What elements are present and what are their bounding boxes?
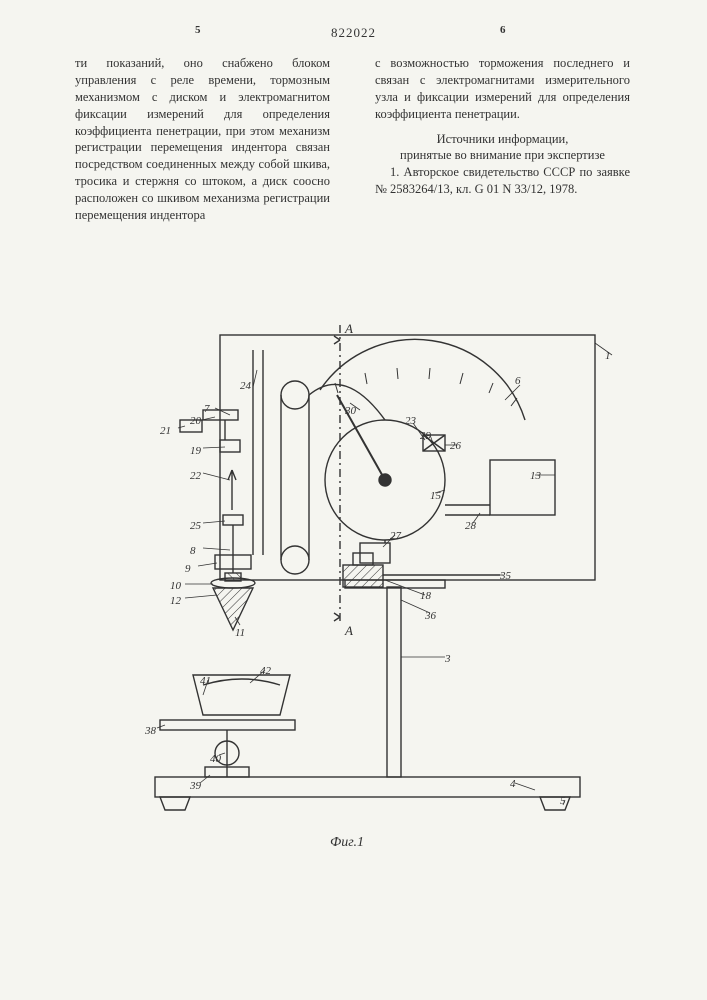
callout-9: 9 bbox=[185, 563, 191, 575]
callout-40: 40 bbox=[210, 753, 221, 765]
callout-10: 10 bbox=[170, 580, 181, 592]
figure-svg: А А bbox=[85, 295, 630, 905]
callout-4: 4 bbox=[510, 778, 516, 790]
callout-12: 12 bbox=[170, 595, 181, 607]
right-column: с возможностью торможения последнего и с… bbox=[375, 55, 630, 198]
callout-25: 25 bbox=[190, 520, 201, 532]
patent-page: 5 822022 6 ти показаний, оно снабжено бл… bbox=[0, 0, 707, 1000]
callout-20: 20 bbox=[190, 415, 201, 427]
callout-19: 19 bbox=[190, 445, 201, 457]
figure-caption: Фиг.1 bbox=[330, 835, 364, 851]
callout-38: 38 bbox=[145, 725, 156, 737]
callout-18: 18 bbox=[420, 590, 431, 602]
patent-number: 822022 bbox=[331, 25, 376, 41]
callout-7: 7 bbox=[204, 403, 210, 415]
callout-5: 5 bbox=[560, 795, 566, 807]
col-num-left: 5 bbox=[195, 24, 201, 36]
callout-39: 39 bbox=[190, 780, 201, 792]
col-num-right: 6 bbox=[500, 24, 506, 36]
figure-1: А А bbox=[85, 295, 630, 905]
callout-26: 26 bbox=[450, 440, 461, 452]
callout-27: 27 bbox=[390, 530, 401, 542]
callout-23: 23 bbox=[405, 415, 416, 427]
callout-36: 36 bbox=[425, 610, 436, 622]
callout-6: 6 bbox=[515, 375, 521, 387]
left-text: ти показаний, оно снабжено блоком управл… bbox=[75, 56, 330, 222]
callout-22: 22 bbox=[190, 470, 201, 482]
callout-21: 21 bbox=[160, 425, 171, 437]
callout-13: 13 bbox=[530, 470, 541, 482]
callout-24: 24 bbox=[240, 380, 251, 392]
svg-text:А: А bbox=[344, 623, 353, 638]
callout-30: 30 bbox=[345, 405, 356, 417]
callout-41: 41 bbox=[200, 675, 211, 687]
callout-42: 42 bbox=[260, 665, 271, 677]
callout-28: 28 bbox=[465, 520, 476, 532]
callout-1: 1 bbox=[605, 350, 611, 362]
callout-29: 29 bbox=[420, 430, 431, 442]
references-body: 1. Авторское свидетельство СССР по заявк… bbox=[375, 164, 630, 198]
callout-11: 11 bbox=[235, 627, 245, 639]
callout-35: 35 bbox=[500, 570, 511, 582]
callout-15: 15 bbox=[430, 490, 441, 502]
callout-3: 3 bbox=[445, 653, 451, 665]
right-text: с возможностью торможения последнего и с… bbox=[375, 56, 630, 121]
callout-8: 8 bbox=[190, 545, 196, 557]
svg-text:А: А bbox=[344, 321, 353, 336]
left-column: ти показаний, оно снабжено блоком управл… bbox=[75, 55, 330, 224]
references-title: Источники информации, принятые во вниман… bbox=[375, 131, 630, 165]
